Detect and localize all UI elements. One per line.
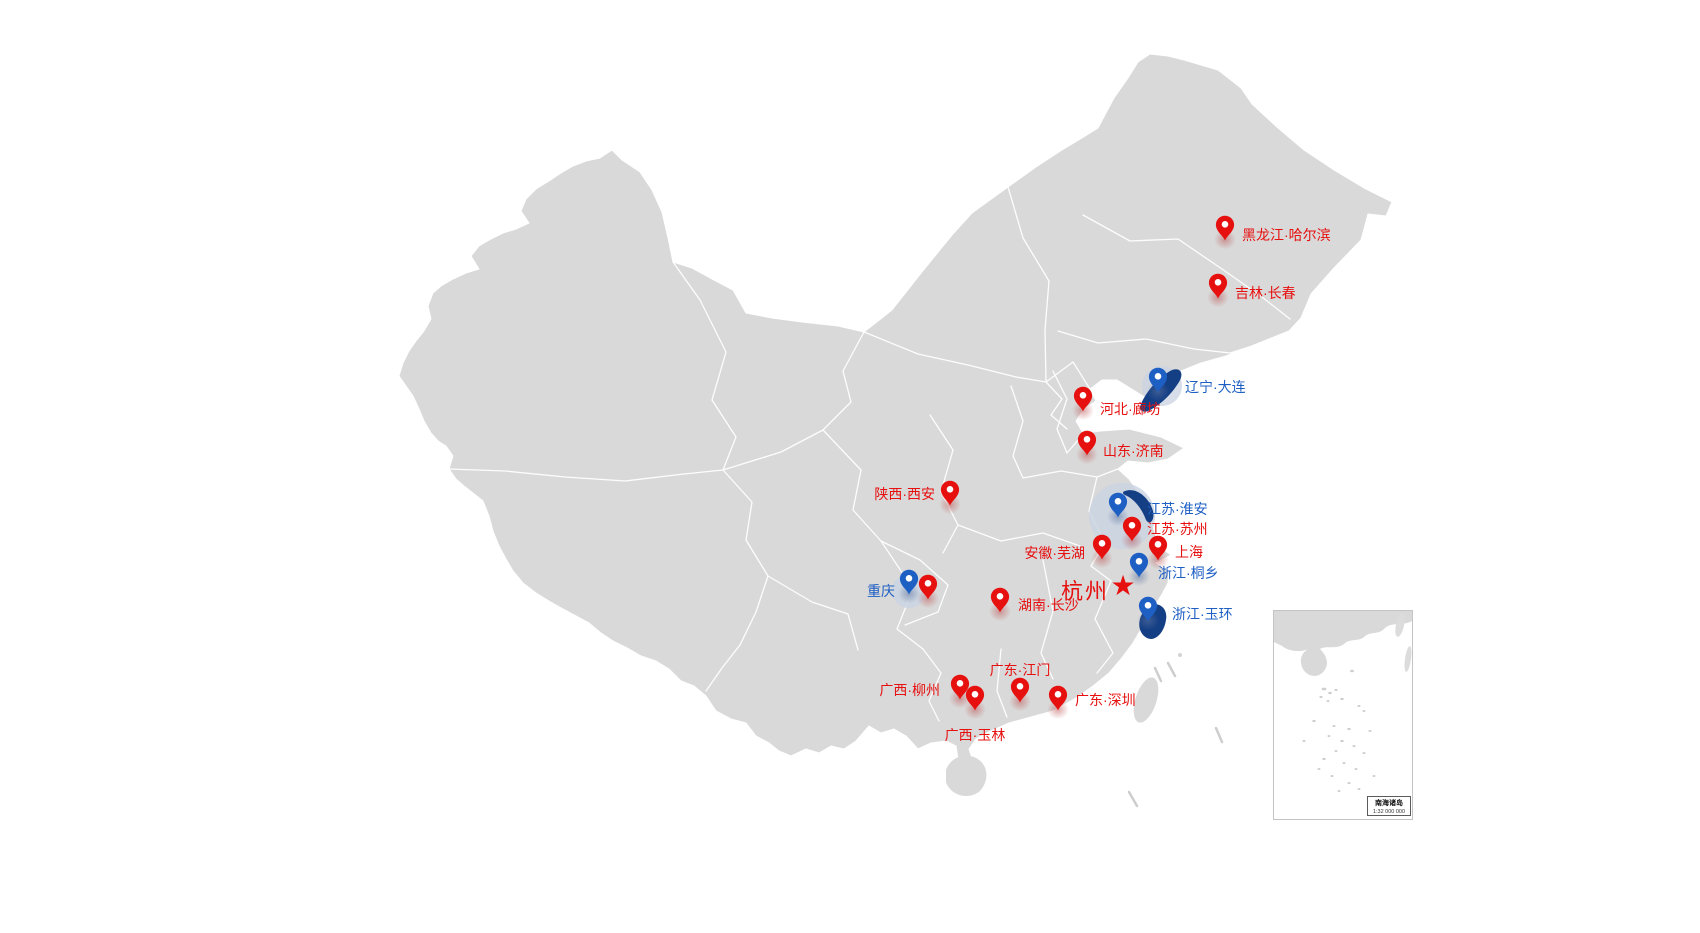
- small-island: [1178, 653, 1182, 657]
- site-label: 陕西·西安: [874, 486, 935, 502]
- location-pin-icon: [1148, 367, 1168, 393]
- site-label: 广东·江门: [989, 662, 1051, 678]
- site-label: 黑龙江·哈尔滨: [1242, 227, 1331, 243]
- location-pin-icon: [1108, 492, 1128, 518]
- inset-luzon: [1404, 646, 1412, 672]
- location-pin-icon: [1129, 552, 1149, 578]
- site-label: 广西·柳州: [879, 682, 940, 698]
- site-label: 广西·玉林: [944, 727, 1006, 743]
- inset-islands: [1302, 669, 1376, 792]
- location-pin-icon: [1208, 273, 1228, 299]
- inset-scale: 1:32 000 000: [1373, 809, 1405, 815]
- site-label: 重庆: [867, 583, 895, 599]
- site-label: 广东·深圳: [1075, 692, 1136, 708]
- location-pin-icon: [1077, 430, 1097, 456]
- inset-title: 南海诸岛: [1375, 798, 1403, 807]
- site-label: 湖南·长沙: [1018, 597, 1079, 613]
- taiwan-island: [1132, 676, 1160, 724]
- site-label: 辽宁·大连: [1185, 379, 1246, 395]
- inset-label-box: 南海诸岛 1:32 000 000: [1367, 796, 1411, 816]
- site-label: 江苏·淮安: [1147, 501, 1208, 517]
- site-label: 浙江·桐乡: [1158, 565, 1219, 581]
- site-label: 吉林·长春: [1235, 285, 1296, 301]
- nine-dash-segments: [1127, 661, 1224, 808]
- inset-coastline: [1274, 611, 1412, 676]
- location-pin-icon: [1048, 685, 1068, 711]
- location-pin-icon: [1138, 596, 1158, 622]
- location-pin-icon: [940, 480, 960, 506]
- site-label: 河北·廊坊: [1100, 401, 1161, 417]
- hainan-island: [946, 755, 987, 797]
- hq-label: 杭州: [1060, 579, 1109, 604]
- site-label: 江苏·苏州: [1147, 521, 1208, 537]
- site-label: 山东·济南: [1103, 443, 1164, 459]
- inset-map-svg: 南海诸岛 1:32 000 000: [1274, 611, 1412, 816]
- location-pin-icon: [965, 685, 985, 711]
- location-pin-icon: [1215, 215, 1235, 241]
- mainland-outline: [398, 53, 1393, 770]
- site-label: 浙江·玉环: [1172, 606, 1233, 622]
- location-pin-icon: [1073, 386, 1093, 412]
- south-china-sea-inset: 南海诸岛 1:32 000 000: [1273, 610, 1413, 820]
- location-pin-icon: [1122, 516, 1142, 542]
- location-pin-icon: [950, 674, 970, 700]
- location-pin-icon: [1148, 535, 1168, 561]
- site-label: 安徽·芜湖: [1024, 545, 1085, 561]
- site-label: 上海: [1175, 544, 1203, 560]
- location-pin-icon: [918, 574, 938, 600]
- location-pin-icon: [899, 569, 919, 595]
- province-borders: [448, 186, 1291, 722]
- location-pin-icon: [1092, 534, 1112, 560]
- location-pin-icon: [990, 587, 1010, 613]
- inset-taiwan: [1395, 613, 1405, 637]
- jiangsu-highlight-region: [1122, 490, 1154, 523]
- location-pin-icon: [1010, 677, 1030, 703]
